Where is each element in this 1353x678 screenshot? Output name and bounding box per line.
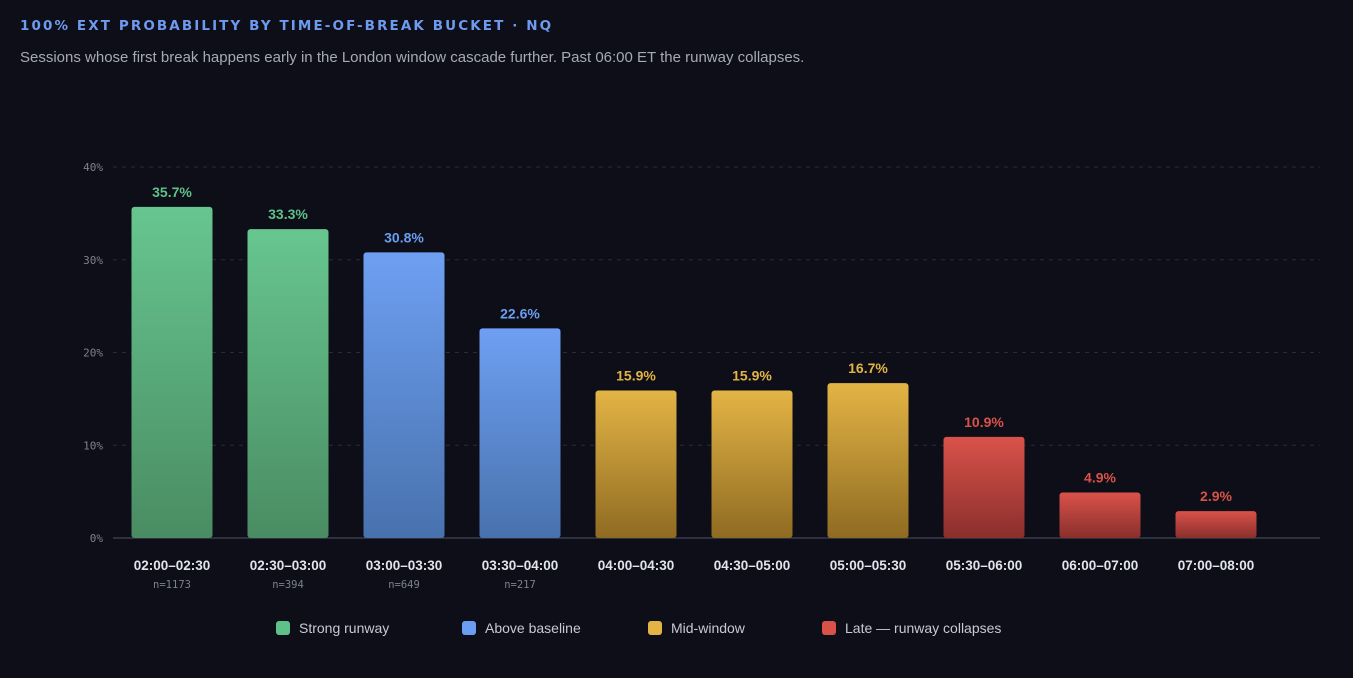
legend-item-above-baseline: Above baseline bbox=[462, 618, 581, 638]
legend-label-mid-window: Mid-window bbox=[671, 620, 745, 636]
y-tick-label: 20% bbox=[83, 347, 103, 360]
value-labels: 35.7% 33.3% 30.8% 22.6% 15.9% 15.9% 16.7% 10.9%… bbox=[152, 184, 1232, 504]
x-tick-label: 03:00–03:30 bbox=[366, 558, 443, 573]
bar-05:00–05:30 bbox=[827, 383, 909, 538]
legend-item-late: Late — runway collapses bbox=[822, 618, 1001, 638]
x-tick-label: 03:30–04:00 bbox=[482, 558, 559, 573]
value-label: 15.9% bbox=[732, 368, 772, 384]
bar-06:00–07:00 bbox=[1059, 492, 1141, 538]
bar-05:30–06:00 bbox=[943, 436, 1025, 538]
bar-chart: 0% 10% 20% 30% 40% 35.7% 33.3% 30.8% 22.6% 15.9%… bbox=[83, 161, 1320, 591]
sample-size-label: n=649 bbox=[388, 579, 420, 591]
sample-size-label: n=394 bbox=[272, 579, 304, 591]
y-tick-label: 0% bbox=[90, 532, 104, 545]
legend-swatch-late bbox=[822, 621, 836, 635]
x-tick-label: 02:00–02:30 bbox=[134, 558, 211, 573]
value-label: 35.7% bbox=[152, 184, 192, 200]
x-tick-label: 05:30–06:00 bbox=[946, 558, 1023, 573]
legend-swatch-above-baseline bbox=[462, 621, 476, 635]
legend-swatch-strong bbox=[276, 621, 290, 635]
y-tick-label: 30% bbox=[83, 254, 103, 267]
x-tick-label: 05:00–05:30 bbox=[830, 558, 907, 573]
value-label: 10.9% bbox=[964, 414, 1004, 430]
x-tick-label: 07:00–08:00 bbox=[1178, 558, 1255, 573]
y-tick-label: 10% bbox=[83, 439, 103, 452]
bar-04:30–05:00 bbox=[711, 390, 793, 538]
legend-label-late: Late — runway collapses bbox=[845, 620, 1002, 636]
legend-label-above-baseline: Above baseline bbox=[485, 620, 581, 636]
x-tick-label: 04:00–04:30 bbox=[598, 558, 675, 573]
y-tick-label: 40% bbox=[83, 161, 103, 174]
legend: Strong runway Above baseline Mid-window … bbox=[0, 618, 1353, 638]
legend-item-mid-window: Mid-window bbox=[648, 618, 745, 638]
value-label: 16.7% bbox=[848, 360, 888, 376]
x-tick-label: 02:30–03:00 bbox=[250, 558, 327, 573]
sample-size-label: n=1173 bbox=[153, 579, 191, 591]
value-label: 30.8% bbox=[384, 229, 424, 245]
value-label: 4.9% bbox=[1084, 470, 1116, 486]
bar-03:30–04:00 bbox=[479, 328, 561, 538]
value-label: 15.9% bbox=[616, 368, 656, 384]
legend-label-strong: Strong runway bbox=[299, 620, 390, 636]
chart-title: 100% EXT PROBABILITY BY TIME-OF-BREAK BU… bbox=[20, 18, 554, 34]
x-tick-label: 06:00–07:00 bbox=[1062, 558, 1139, 573]
bar-07:00–08:00 bbox=[1175, 511, 1257, 538]
x-tick-label: 04:30–05:00 bbox=[714, 558, 791, 573]
legend-item-strong: Strong runway bbox=[276, 618, 389, 638]
value-label: 33.3% bbox=[268, 206, 308, 222]
bar-03:00–03:30 bbox=[363, 252, 445, 538]
sample-size-label: n=217 bbox=[504, 579, 536, 591]
bars bbox=[131, 206, 1257, 538]
chart-subtitle: Sessions whose first break happens early… bbox=[20, 49, 805, 66]
value-label: 22.6% bbox=[500, 305, 540, 321]
bar-04:00–04:30 bbox=[595, 390, 677, 538]
bar-02:00–02:30 bbox=[131, 206, 213, 538]
y-axis-ticks: 0% 10% 20% 30% 40% bbox=[83, 161, 103, 545]
bar-02:30–03:00 bbox=[247, 229, 329, 538]
legend-swatch-mid-window bbox=[648, 621, 662, 635]
x-axis-ticks: 02:00–02:30 n=1173 02:30–03:00 n=394 03:00–0… bbox=[134, 558, 1255, 591]
value-label: 2.9% bbox=[1200, 488, 1232, 504]
